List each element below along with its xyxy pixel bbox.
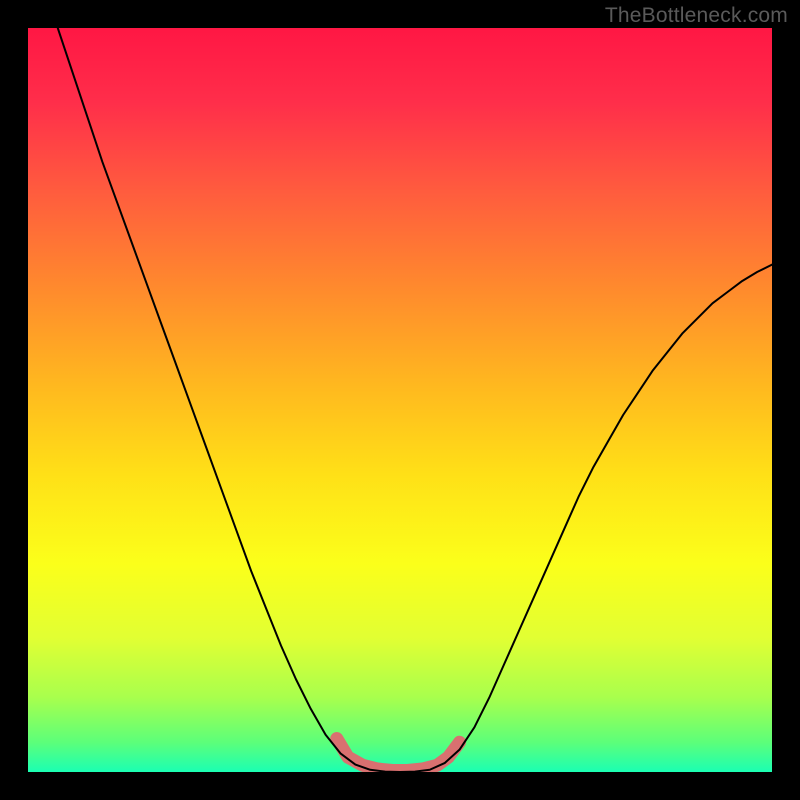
- chart-curves: [28, 28, 772, 772]
- bottleneck-curve: [58, 28, 772, 772]
- watermark-text: TheBottleneck.com: [605, 4, 788, 28]
- plot-area: [28, 28, 772, 772]
